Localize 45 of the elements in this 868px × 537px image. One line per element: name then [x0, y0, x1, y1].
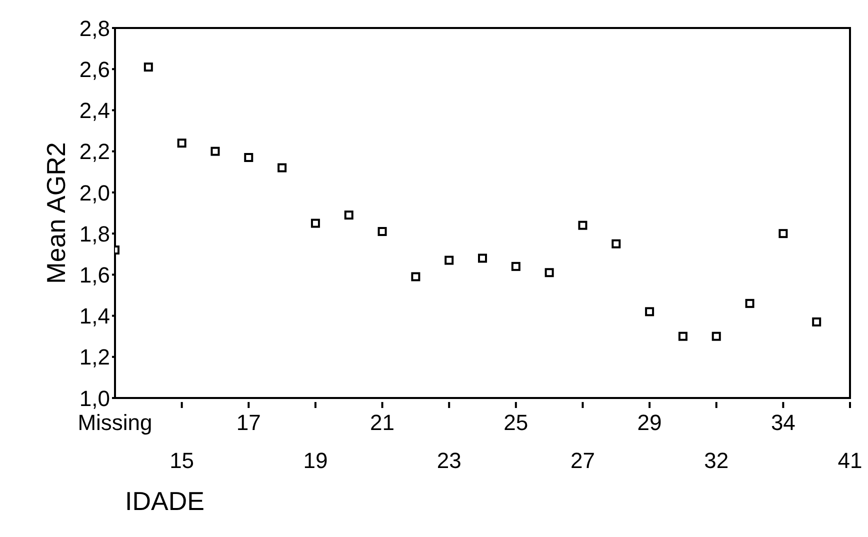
y-tick-label: 1,0: [79, 386, 110, 411]
point: [278, 163, 287, 172]
y-tick-label: 2,2: [79, 139, 110, 164]
y-tick-label: 2,0: [79, 180, 110, 206]
x-axis-title: IDADE: [125, 486, 204, 516]
point: [778, 229, 788, 238]
point: [378, 227, 387, 236]
point: [712, 332, 721, 341]
point: [612, 239, 621, 248]
point: [745, 298, 754, 308]
point: [144, 62, 153, 72]
y-tick-label: 2,8: [79, 16, 110, 41]
point: [444, 256, 454, 265]
y-tick-label: 2,4: [79, 98, 110, 124]
x-tick-label: Missing: [78, 410, 152, 435]
y-tick-label: 1,8: [79, 221, 110, 246]
x-tick-label: 21: [370, 410, 395, 435]
y-tick-label: 2,6: [79, 56, 110, 82]
y-tick-label: 1,4: [79, 304, 110, 329]
x-tick-label: 17: [236, 410, 261, 435]
y-tick-label: 1,2: [79, 344, 110, 370]
x-tick-label: 25: [504, 410, 528, 435]
point: [678, 332, 688, 341]
x-tick-label: 15: [170, 448, 194, 473]
y-tick-label: 1,6: [79, 262, 110, 288]
point: [177, 138, 186, 148]
point: [478, 254, 487, 263]
x-tick-label: 23: [436, 448, 462, 473]
point: [812, 317, 822, 326]
y-axis-title: Mean AGR2: [41, 142, 72, 284]
point: [310, 218, 320, 228]
x-tick-label: 29: [637, 410, 662, 435]
x-tick-label: 32: [704, 448, 729, 473]
x-tick-label: 27: [570, 448, 595, 473]
point: [578, 220, 588, 230]
point: [344, 210, 354, 220]
point: [544, 268, 554, 278]
point: [210, 146, 220, 156]
point: [511, 262, 520, 271]
point: [244, 153, 254, 162]
x-tick-label: 41: [838, 448, 862, 473]
x-tick-label: 34: [770, 410, 796, 435]
point: [645, 307, 654, 316]
point: [411, 272, 420, 282]
x-tick-label: 19: [303, 448, 328, 473]
